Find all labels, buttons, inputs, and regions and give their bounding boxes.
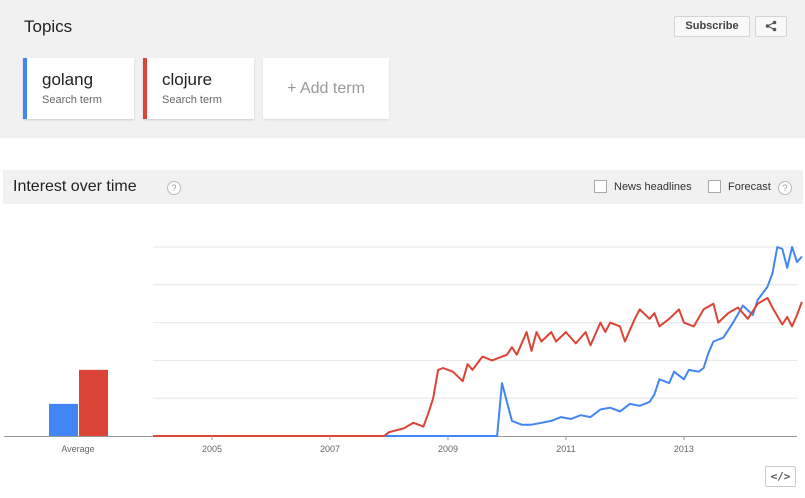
term-name-golang: golang: [42, 70, 94, 89]
average-bar-golang: [49, 403, 78, 436]
interest-header: Interest over time ?: [3, 170, 803, 204]
average-bar-clojure: [79, 369, 108, 436]
forecast-help-icon[interactable]: ?: [778, 181, 792, 195]
average-label: Average: [61, 444, 94, 454]
forecast-checkbox[interactable]: [708, 180, 721, 193]
news-headlines-label: News headlines: [614, 181, 692, 193]
term-name-clojure: clojure: [162, 70, 213, 89]
term-type-clojure: Search term: [162, 94, 222, 106]
share-icon: [765, 20, 777, 32]
embed-code-button[interactable]: </>: [765, 466, 796, 487]
help-icon[interactable]: ?: [167, 181, 181, 195]
term-color-bar-clojure: [143, 58, 147, 119]
average-bars: Average: [49, 369, 108, 454]
chart-lines: [153, 246, 803, 437]
term-color-bar-golang: [23, 58, 27, 119]
add-term-button[interactable]: + Add term: [263, 58, 389, 119]
series-line-clojure: [153, 297, 803, 437]
x-axis-ticks: 2005 2007 2009 2011 2013: [202, 436, 694, 454]
term-card-golang[interactable]: golang Search term: [23, 58, 134, 119]
forecast-label: Forecast: [728, 181, 771, 193]
topics-title: Topics: [24, 17, 73, 36]
share-button[interactable]: [755, 16, 787, 37]
term-type-golang: Search term: [42, 94, 102, 106]
x-tick-label: 2005: [202, 444, 222, 454]
x-tick-label: 2011: [556, 444, 575, 454]
subscribe-button[interactable]: Subscribe: [674, 16, 750, 37]
x-tick-label: 2013: [674, 444, 694, 454]
topics-panel: Topics Subscribe golang Search term cloj…: [0, 0, 805, 138]
term-card-clojure[interactable]: clojure Search term: [143, 58, 254, 119]
news-headlines-checkbox[interactable]: [594, 180, 607, 193]
x-tick-label: 2007: [320, 444, 340, 454]
series-line-golang: [153, 246, 803, 437]
interest-title: Interest over time: [13, 178, 137, 195]
x-tick-label: 2009: [438, 444, 458, 454]
interest-chart: Average 2005 2007 2009 2011 2013: [4, 246, 803, 454]
chart-grid: [4, 246, 797, 437]
